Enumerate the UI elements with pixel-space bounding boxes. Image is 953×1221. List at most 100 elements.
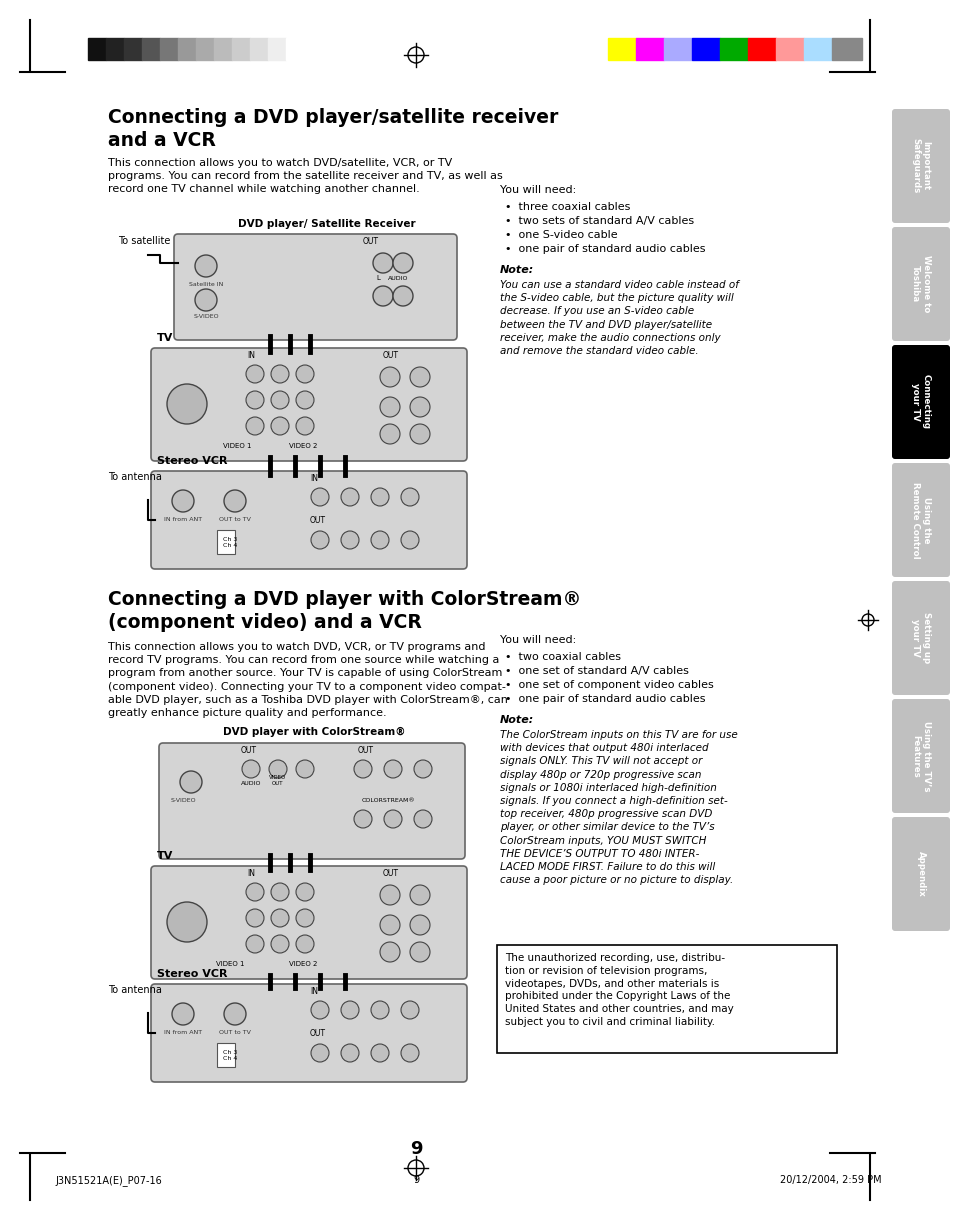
Circle shape [400, 488, 418, 505]
Text: •  two coaxial cables: • two coaxial cables [504, 652, 620, 662]
Text: 9: 9 [413, 1175, 418, 1186]
Circle shape [371, 1001, 389, 1020]
Text: Note:: Note: [499, 265, 534, 275]
Text: Appendix: Appendix [916, 851, 924, 897]
Text: Using the
Remote Control: Using the Remote Control [910, 482, 930, 558]
Circle shape [295, 759, 314, 778]
Circle shape [410, 368, 430, 387]
Circle shape [194, 255, 216, 277]
Circle shape [172, 490, 193, 512]
Circle shape [379, 941, 399, 962]
Bar [216, 1043, 234, 1067]
Text: VIDEO 1: VIDEO 1 [215, 961, 244, 967]
Circle shape [414, 759, 432, 778]
Circle shape [373, 253, 393, 274]
Text: You can use a standard video cable instead of
the S-video cable, but the picture: You can use a standard video cable inste… [499, 280, 739, 357]
Circle shape [295, 883, 314, 901]
Bar [636, 38, 663, 60]
Bar [178, 38, 195, 60]
Circle shape [379, 885, 399, 905]
Text: •  three coaxial cables: • three coaxial cables [504, 201, 630, 212]
Text: DVD player with ColorStream®: DVD player with ColorStream® [223, 726, 405, 737]
Bar [268, 38, 286, 60]
Circle shape [246, 418, 264, 435]
Bar [142, 38, 160, 60]
Text: Connecting a DVD player with ColorStream®
(component video) and a VCR: Connecting a DVD player with ColorStream… [108, 590, 580, 632]
Text: OUT to TV: OUT to TV [219, 516, 251, 523]
Text: •  two sets of standard A/V cables: • two sets of standard A/V cables [504, 216, 694, 226]
Bar [497, 945, 836, 1053]
Circle shape [271, 908, 289, 927]
FancyBboxPatch shape [151, 471, 467, 569]
Circle shape [410, 885, 430, 905]
Circle shape [167, 902, 207, 941]
Circle shape [410, 915, 430, 935]
Circle shape [180, 770, 202, 792]
Circle shape [379, 915, 399, 935]
Circle shape [269, 759, 287, 778]
Text: Connecting a DVD player/satellite receiver
and a VCR: Connecting a DVD player/satellite receiv… [108, 107, 558, 150]
Circle shape [400, 531, 418, 549]
FancyBboxPatch shape [891, 463, 949, 578]
Text: TV: TV [157, 851, 173, 861]
Circle shape [371, 531, 389, 549]
Circle shape [271, 418, 289, 435]
Bar [232, 38, 250, 60]
Circle shape [242, 759, 260, 778]
Bar [803, 38, 831, 60]
Text: Ch 3
Ch 4: Ch 3 Ch 4 [223, 537, 237, 548]
Text: •  one S-video cable: • one S-video cable [504, 230, 617, 241]
Text: VIDEO 2: VIDEO 2 [289, 961, 316, 967]
Text: To antenna: To antenna [108, 473, 162, 482]
Bar [747, 38, 775, 60]
Text: The unauthorized recording, use, distribu-
tion or revision of television progra: The unauthorized recording, use, distrib… [504, 954, 733, 1027]
Circle shape [410, 941, 430, 962]
Circle shape [414, 810, 432, 828]
Text: OUT: OUT [310, 1029, 326, 1038]
Text: J3N51521A(E)_P07-16: J3N51521A(E)_P07-16 [55, 1175, 162, 1186]
Circle shape [384, 759, 401, 778]
Circle shape [379, 368, 399, 387]
Circle shape [172, 1002, 193, 1024]
FancyBboxPatch shape [891, 817, 949, 930]
Text: OUT: OUT [382, 869, 398, 878]
Circle shape [371, 488, 389, 505]
FancyBboxPatch shape [151, 984, 467, 1082]
Circle shape [340, 488, 358, 505]
Text: IN from ANT: IN from ANT [164, 516, 202, 523]
Bar [195, 38, 213, 60]
Text: Important
Safeguards: Important Safeguards [910, 138, 930, 194]
Text: S-VIDEO: S-VIDEO [193, 314, 218, 319]
Circle shape [379, 397, 399, 418]
Text: AUDIO: AUDIO [240, 781, 261, 786]
Circle shape [246, 908, 264, 927]
Bar [286, 38, 304, 60]
Circle shape [246, 935, 264, 954]
Text: IN: IN [310, 987, 317, 996]
Circle shape [271, 883, 289, 901]
FancyBboxPatch shape [173, 234, 456, 339]
Text: 20/12/2004, 2:59 PM: 20/12/2004, 2:59 PM [780, 1175, 881, 1186]
Text: COLORSTREAM®: COLORSTREAM® [361, 799, 415, 803]
Text: Welcome to
Toshiba: Welcome to Toshiba [910, 255, 930, 313]
Text: 9: 9 [410, 1140, 422, 1158]
FancyBboxPatch shape [159, 744, 464, 860]
FancyBboxPatch shape [891, 346, 949, 459]
Text: You will need:: You will need: [499, 186, 576, 195]
Text: AUDIO: AUDIO [387, 276, 408, 281]
Circle shape [311, 1044, 329, 1062]
FancyBboxPatch shape [891, 698, 949, 813]
Text: This connection allows you to watch DVD, VCR, or TV programs and
record TV progr: This connection allows you to watch DVD,… [108, 642, 507, 718]
Circle shape [340, 531, 358, 549]
Circle shape [410, 397, 430, 418]
Text: To antenna: To antenna [108, 985, 162, 995]
Bar [720, 38, 747, 60]
Text: VIDEO 1: VIDEO 1 [222, 443, 251, 449]
Text: Stereo VCR: Stereo VCR [157, 969, 227, 979]
Bar [160, 38, 178, 60]
Text: DVD player/ Satellite Receiver: DVD player/ Satellite Receiver [237, 219, 416, 230]
Bar [88, 38, 106, 60]
Text: VIDEO
OUT: VIDEO OUT [269, 775, 286, 786]
FancyBboxPatch shape [151, 866, 467, 979]
Circle shape [246, 391, 264, 409]
